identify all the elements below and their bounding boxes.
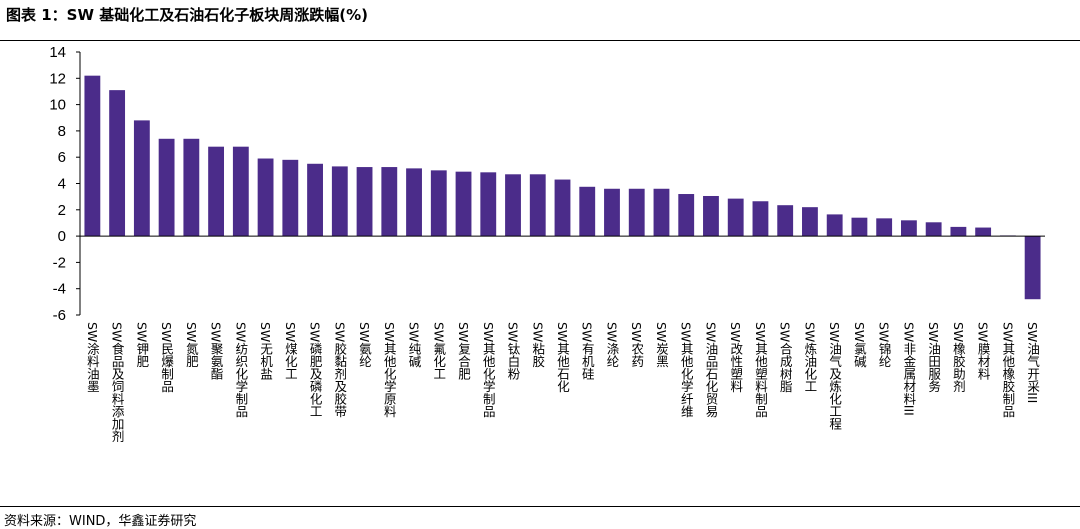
bar <box>257 158 274 237</box>
bar <box>925 222 942 237</box>
chart-title: 图表 1：SW 基础化工及石油石化子板块周涨跌幅(%) <box>6 6 368 24</box>
bar <box>554 179 571 237</box>
x-category-label: SW民爆制品 <box>159 322 174 392</box>
x-category-label: SW锦纶 <box>877 322 892 367</box>
x-category-label: SW炭黑 <box>654 322 669 368</box>
y-tick-label: 2 <box>58 202 66 219</box>
x-category-label: SW氮肥 <box>184 322 199 368</box>
bar <box>109 90 126 237</box>
x-category-label: SW纯碱 <box>407 322 422 368</box>
y-tick-label: 4 <box>58 176 66 193</box>
bar <box>158 138 175 237</box>
bar <box>331 166 348 237</box>
x-category-label: SW其他化学纤维 <box>679 322 694 417</box>
bar <box>505 174 521 237</box>
x-category-label: SW胶黏剂及胶带 <box>332 322 347 417</box>
bar <box>802 207 818 237</box>
bar <box>208 146 225 237</box>
x-category-label: SW农药 <box>629 322 644 367</box>
x-category-label: SW炼油化工 <box>802 322 817 392</box>
x-axis-labels: SW涂料油墨 SW食品及饲料添加剂 SW钾肥 SW民爆制品 SW氮肥 SW聚氨酯 SW纺织化… <box>85 322 1040 442</box>
bar <box>851 217 868 237</box>
x-category-label: SW氨纶 <box>357 322 372 367</box>
x-category-label: SW有机硅 <box>580 322 595 380</box>
x-category-label: SW油气及炼化工程 <box>827 322 842 430</box>
bar <box>678 194 695 237</box>
x-category-label: SW其他塑料制品 <box>753 322 768 417</box>
source-note: 资料来源：WIND，华鑫证券研究 <box>4 514 197 529</box>
x-category-label: SW氟化工 <box>431 322 446 380</box>
y-tick-label: 12 <box>49 70 66 87</box>
x-category-label: SW膜材料 <box>976 322 991 380</box>
bar <box>133 120 150 237</box>
bar <box>529 174 546 237</box>
x-category-label: SW煤化工 <box>283 322 298 380</box>
x-category-label: SW纺织化学制品 <box>233 322 248 417</box>
x-category-label: SW其他石化 <box>555 322 570 393</box>
bar <box>84 75 101 237</box>
y-tick-label: 8 <box>58 123 66 140</box>
x-category-label: SW其他橡胶制品 <box>1000 322 1015 417</box>
x-category-label: SW橡胶助剂 <box>951 322 966 392</box>
x-category-label: SW磷肥及磷化工 <box>308 322 323 417</box>
bar <box>480 172 497 237</box>
x-category-label: SW其他化学原料 <box>382 322 397 417</box>
bar <box>752 201 769 237</box>
bar <box>406 168 422 237</box>
x-category-label: SW油品石化贸易 <box>703 322 718 418</box>
bar <box>307 163 323 237</box>
x-category-label: SW改性塑料 <box>728 322 743 392</box>
x-category-label: SW其他化学制品 <box>481 322 496 417</box>
x-category-label: SW油田服务 <box>926 322 941 392</box>
bar <box>455 171 472 237</box>
bar <box>777 205 794 237</box>
x-category-label: SW涤纶 <box>604 322 619 367</box>
x-category-label: SW无机盐 <box>258 322 273 380</box>
bar <box>183 138 200 237</box>
x-category-label: SW油气开采III <box>1025 322 1040 403</box>
top-divider <box>0 40 1080 41</box>
bar <box>826 214 843 237</box>
bar <box>727 198 744 237</box>
bar <box>282 159 299 237</box>
x-category-label: SW氯碱 <box>852 322 867 368</box>
bar <box>703 195 719 237</box>
x-category-label: SW合成树脂 <box>778 322 793 393</box>
x-category-label: SW钾肥 <box>134 322 149 368</box>
bar <box>628 188 645 237</box>
bar <box>430 170 447 237</box>
bar <box>900 220 917 237</box>
x-category-label: SW钛白粉 <box>506 322 521 380</box>
bar <box>950 226 967 237</box>
y-tick-label: 0 <box>58 228 66 245</box>
bar <box>381 167 398 237</box>
y-tick-label: 10 <box>49 97 66 114</box>
bars <box>84 75 1041 300</box>
y-tick-label: -6 <box>53 307 66 324</box>
bar <box>579 186 596 237</box>
x-category-label: SW聚氨酯 <box>209 322 224 380</box>
y-tick-label: -4 <box>53 281 66 298</box>
x-category-label: SW粘胶 <box>530 322 545 368</box>
y-axis-ticks: 14 12 10 8 6 4 2 0 -2 -4 -6 <box>49 44 80 324</box>
bar <box>876 218 893 237</box>
y-tick-label: 6 <box>58 149 66 166</box>
bar <box>975 227 992 237</box>
x-category-label: SW涂料油墨 <box>85 322 100 392</box>
bottom-divider <box>0 506 1080 507</box>
x-category-label: SW食品及饲料添加剂 <box>110 322 125 442</box>
y-tick-label: -2 <box>53 254 66 271</box>
x-category-label: SW复合肥 <box>456 322 471 380</box>
bar <box>232 146 249 237</box>
bar <box>604 188 620 237</box>
bar <box>1024 236 1041 300</box>
x-category-label: SW非金属材料III <box>901 322 916 416</box>
y-tick-label: 14 <box>49 44 66 61</box>
bar <box>653 188 670 237</box>
bar <box>356 167 373 237</box>
